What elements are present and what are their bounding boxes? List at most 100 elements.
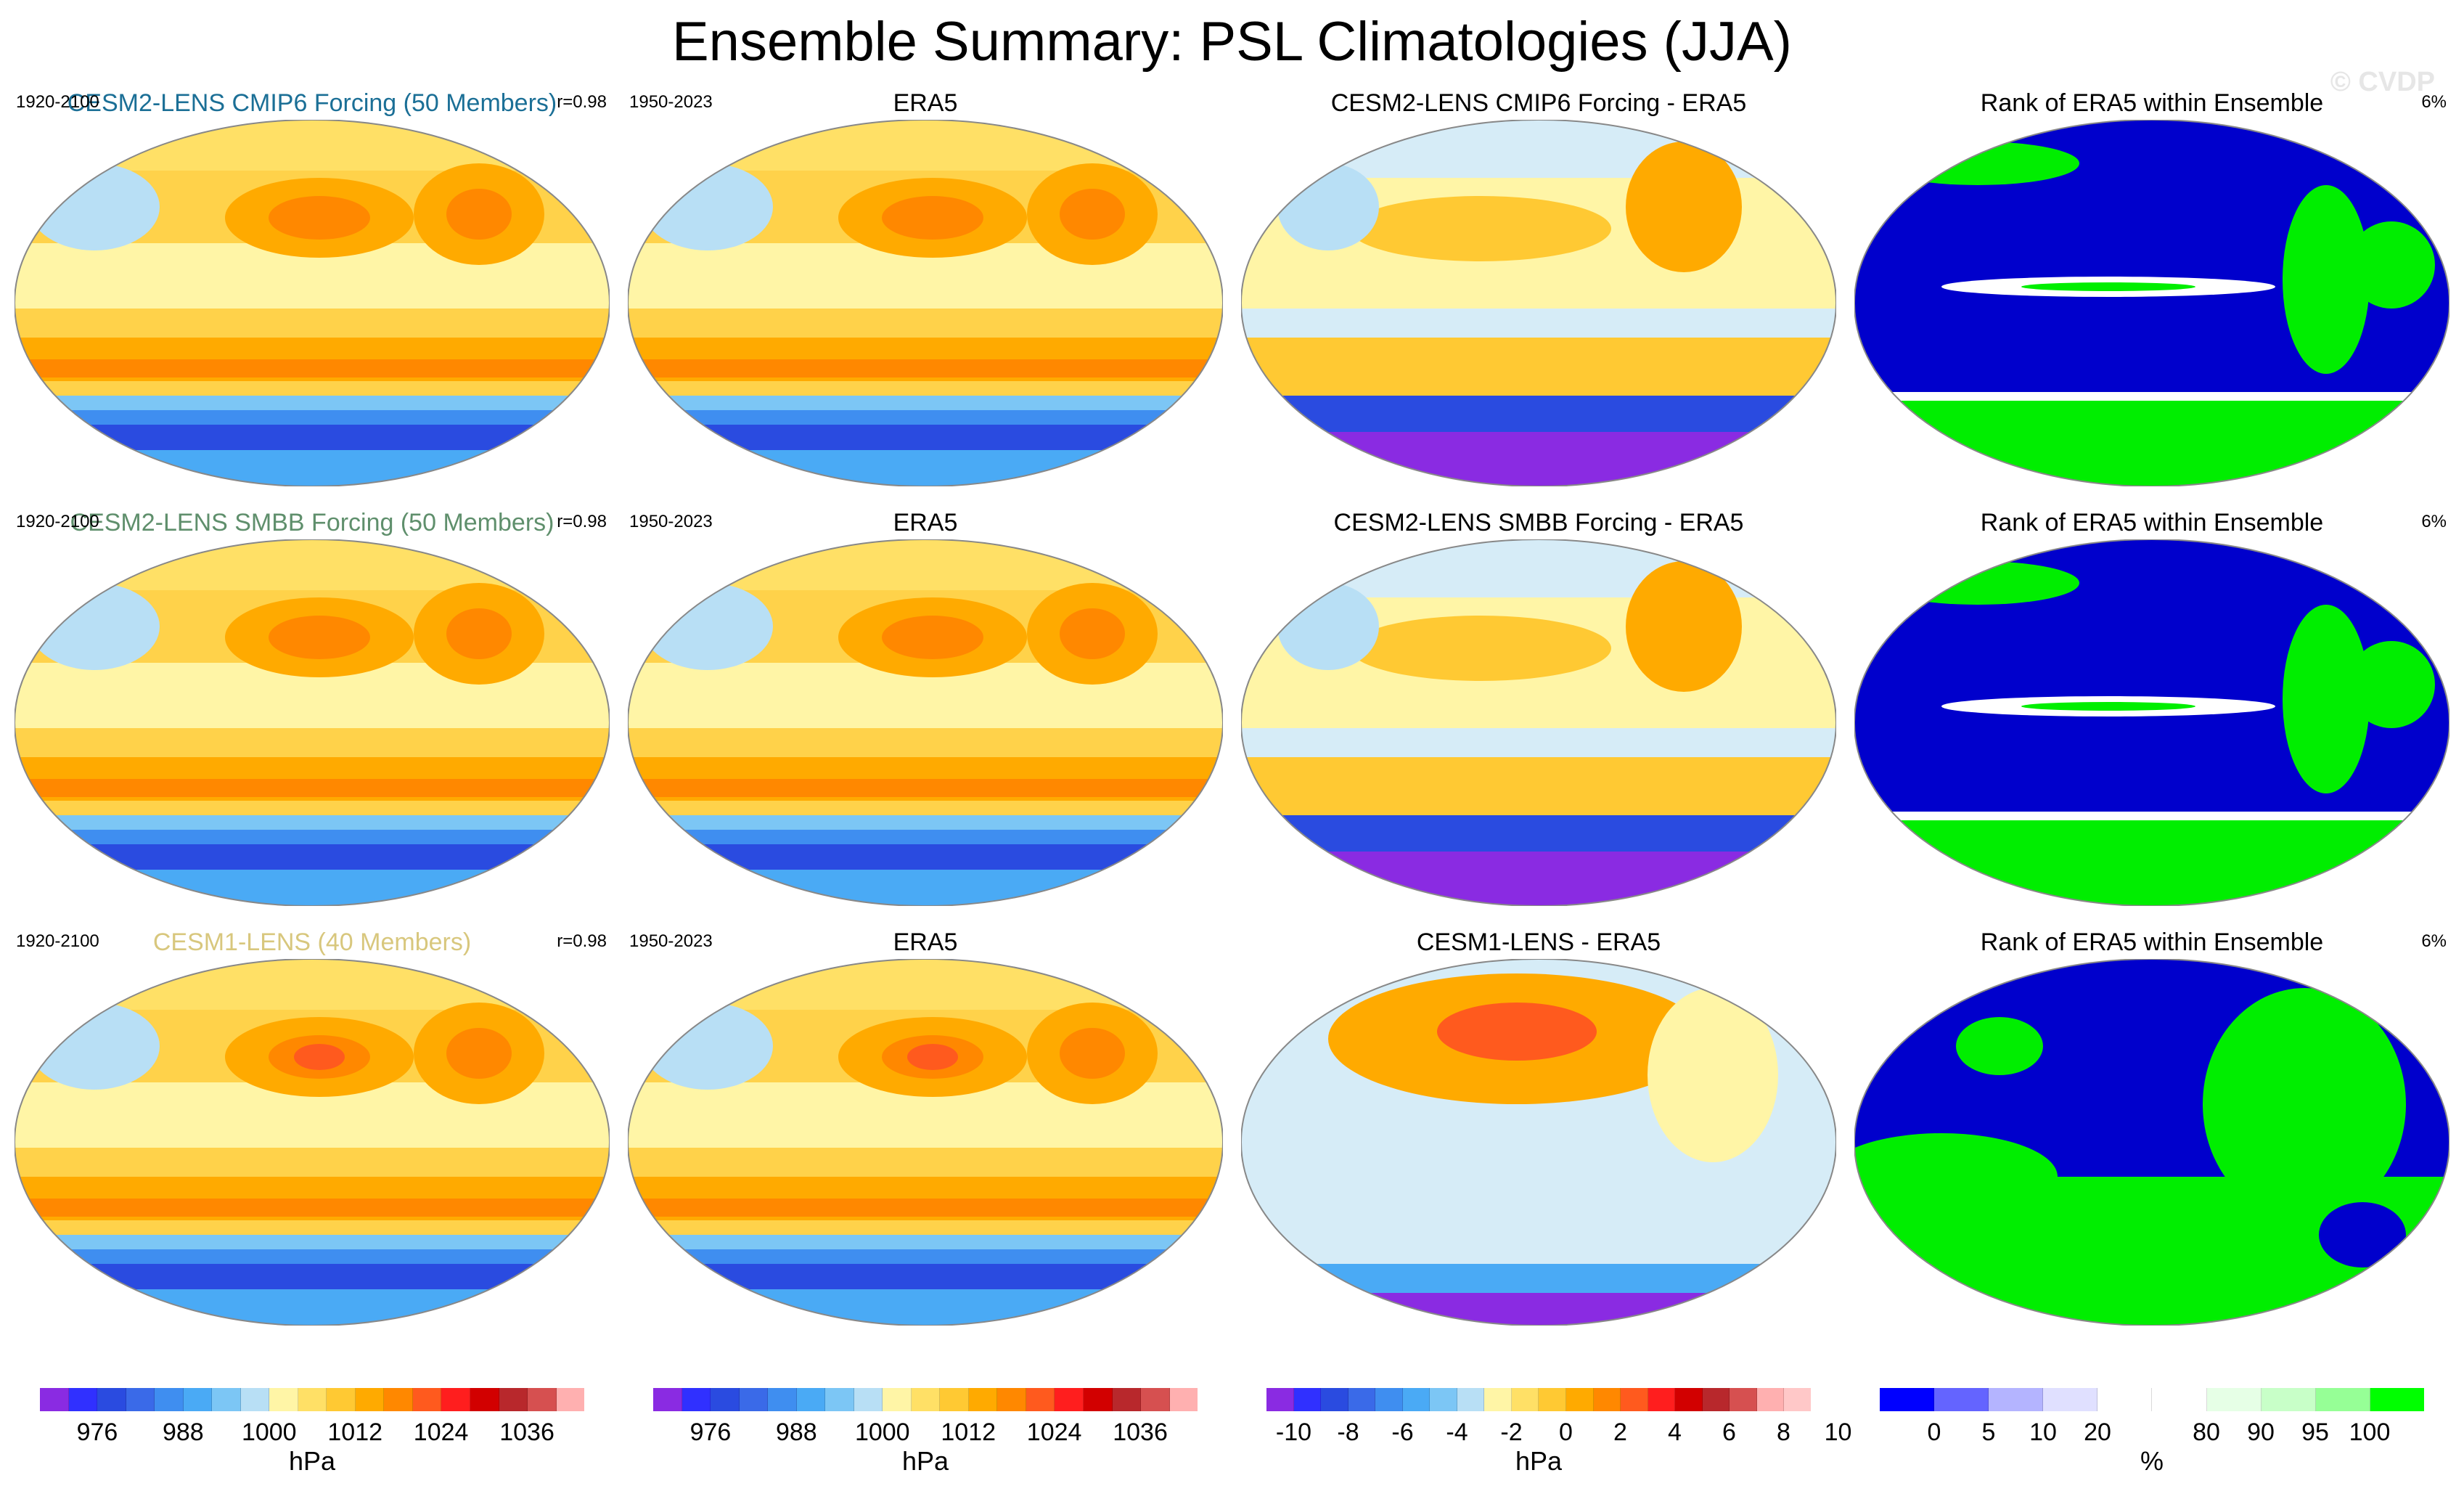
colorbar-swatch bbox=[883, 1388, 912, 1411]
model-climatology-map bbox=[15, 539, 610, 906]
colorbar-swatch bbox=[1266, 1388, 1294, 1411]
colorbar-swatch bbox=[796, 1388, 826, 1411]
colorbar-swatch bbox=[1880, 1388, 1935, 1411]
rank-percent-label: 6% bbox=[2421, 512, 2447, 531]
colorbar-swatch bbox=[298, 1388, 327, 1411]
colorbar bbox=[1880, 1388, 2424, 1411]
difference-map bbox=[1241, 959, 1836, 1326]
obs-period-label: 1950-2023 bbox=[629, 92, 713, 112]
colorbar-swatch bbox=[1293, 1388, 1322, 1411]
colorbar-swatch bbox=[2152, 1388, 2207, 1411]
colorbar-tick-label: 6 bbox=[1722, 1418, 1736, 1446]
colorbar-swatch bbox=[2315, 1388, 2370, 1411]
colorbar-swatch bbox=[854, 1388, 883, 1411]
colorbar-tick-label: 10 bbox=[2029, 1418, 2057, 1446]
colorbar-swatch bbox=[327, 1388, 356, 1411]
colorbar-swatch bbox=[825, 1388, 854, 1411]
colorbar-swatch bbox=[1648, 1388, 1676, 1411]
colorbar-swatch bbox=[2043, 1388, 2098, 1411]
model-climatology-map bbox=[15, 120, 610, 486]
obs-panel-title: ERA5 bbox=[893, 89, 958, 117]
pattern-correlation-label: r=0.98 bbox=[557, 931, 607, 951]
colorbar-swatch bbox=[412, 1388, 442, 1411]
colorbar-swatch bbox=[1566, 1388, 1594, 1411]
colorbar-swatch bbox=[940, 1388, 969, 1411]
colorbar-tick-label: 976 bbox=[689, 1418, 732, 1446]
rank-map bbox=[1854, 539, 2449, 906]
colorbar-tick-label: -2 bbox=[1500, 1418, 1523, 1446]
difference-map bbox=[1241, 120, 1836, 486]
pattern-correlation-label: r=0.98 bbox=[557, 512, 607, 531]
rank-panel-title: Rank of ERA5 within Ensemble bbox=[1980, 928, 2324, 956]
colorbar-swatch bbox=[441, 1388, 470, 1411]
rank-map bbox=[1854, 120, 2449, 486]
colorbar-swatch bbox=[1083, 1388, 1113, 1411]
colorbar-tick-label: 5 bbox=[1981, 1418, 1996, 1446]
colorbar-tick-label: 90 bbox=[2247, 1418, 2275, 1446]
colorbar bbox=[653, 1388, 1198, 1411]
colorbar-tick-label: 1012 bbox=[327, 1418, 383, 1446]
colorbar-swatch bbox=[1141, 1388, 1170, 1411]
colorbar-swatch bbox=[183, 1388, 213, 1411]
colorbar bbox=[40, 1388, 585, 1411]
model-period-label: 1920-2100 bbox=[16, 512, 99, 531]
colorbar-swatch bbox=[1730, 1388, 1757, 1411]
rank-percent-label: 6% bbox=[2421, 92, 2447, 112]
rank-percent-label: 6% bbox=[2421, 931, 2447, 951]
model-panel-title: CESM1-LENS (40 Members) bbox=[152, 928, 472, 956]
model-panel-title: CESM2-LENS SMBB Forcing (50 Members) bbox=[70, 509, 554, 536]
colorbar-tick-label: 10 bbox=[1824, 1418, 1852, 1446]
colorbar-swatch bbox=[1511, 1388, 1539, 1411]
colorbar-tick-label: 80 bbox=[2193, 1418, 2220, 1446]
colorbar-swatch bbox=[2206, 1388, 2262, 1411]
colorbar-swatch bbox=[556, 1388, 585, 1411]
colorbar-tick-label: 0 bbox=[1559, 1418, 1573, 1446]
colorbar-swatch bbox=[653, 1388, 682, 1411]
obs-period-label: 1950-2023 bbox=[629, 512, 713, 531]
obs-panel-title: ERA5 bbox=[893, 509, 958, 536]
colorbar-swatch bbox=[711, 1388, 740, 1411]
colorbar-swatch bbox=[997, 1388, 1026, 1411]
colorbar-swatch bbox=[355, 1388, 385, 1411]
colorbar-swatch bbox=[768, 1388, 797, 1411]
difference-map bbox=[1241, 539, 1836, 906]
colorbar-swatch bbox=[1702, 1388, 1730, 1411]
colorbar-tick-label: 95 bbox=[2301, 1418, 2329, 1446]
colorbar-swatch bbox=[1169, 1388, 1198, 1411]
colorbar-swatch bbox=[126, 1388, 155, 1411]
colorbar-tick-label: 20 bbox=[2084, 1418, 2111, 1446]
colorbar-tick-label: 988 bbox=[775, 1418, 817, 1446]
colorbar-swatch bbox=[2370, 1388, 2424, 1411]
colorbar-tick-label: 1036 bbox=[1113, 1418, 1168, 1446]
observed-climatology-map bbox=[628, 959, 1223, 1326]
colorbar-swatch bbox=[155, 1388, 184, 1411]
colorbar-swatch bbox=[384, 1388, 413, 1411]
colorbar-tick-label: 1024 bbox=[413, 1418, 469, 1446]
colorbar-swatch bbox=[1321, 1388, 1348, 1411]
colorbar-swatch bbox=[1934, 1388, 1989, 1411]
model-climatology-map bbox=[15, 959, 610, 1326]
pattern-correlation-label: r=0.98 bbox=[557, 92, 607, 112]
colorbar-swatch bbox=[1375, 1388, 1403, 1411]
colorbar-swatch bbox=[911, 1388, 941, 1411]
observed-climatology-map bbox=[628, 120, 1223, 486]
colorbar-tick-label: 100 bbox=[2349, 1418, 2391, 1446]
model-period-label: 1920-2100 bbox=[16, 931, 99, 951]
colorbar-tick-label: 4 bbox=[1668, 1418, 1682, 1446]
rank-panel-title: Rank of ERA5 within Ensemble bbox=[1980, 509, 2324, 536]
colorbar-swatch bbox=[1784, 1388, 1811, 1411]
colorbar-tick-label: 0 bbox=[1927, 1418, 1941, 1446]
colorbar-tick-label: -4 bbox=[1446, 1418, 1468, 1446]
colorbar-swatch bbox=[499, 1388, 528, 1411]
diff-panel-title: CESM2-LENS CMIP6 Forcing - ERA5 bbox=[1330, 89, 1747, 117]
colorbar-swatch bbox=[269, 1388, 298, 1411]
colorbar-unit-label: hPa bbox=[901, 1446, 949, 1476]
colorbar-swatch bbox=[2261, 1388, 2316, 1411]
colorbar bbox=[1266, 1388, 1811, 1411]
figure-title: Ensemble Summary: PSL Climatologies (JJA… bbox=[671, 11, 1792, 73]
obs-period-label: 1950-2023 bbox=[629, 931, 713, 951]
rank-map bbox=[1854, 959, 2449, 1326]
colorbar-tick-label: -6 bbox=[1391, 1418, 1414, 1446]
colorbar-tick-label: 8 bbox=[1777, 1418, 1790, 1446]
colorbar-swatch bbox=[240, 1388, 270, 1411]
